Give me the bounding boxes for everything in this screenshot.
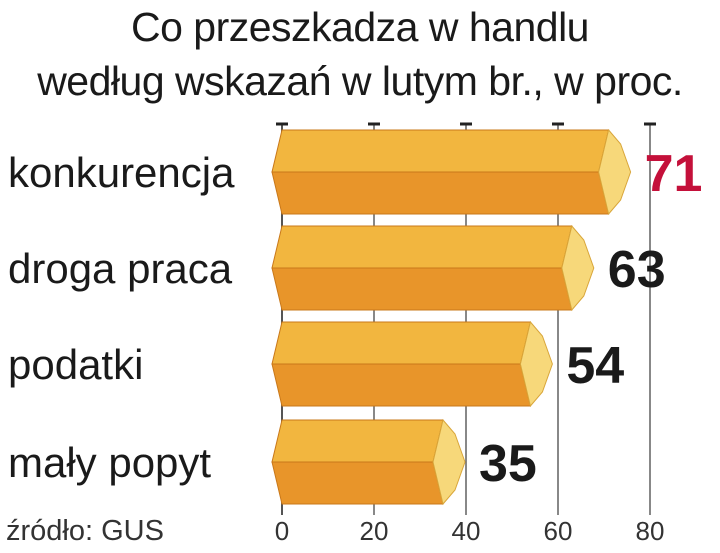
x-tick-label: 0 bbox=[275, 516, 289, 546]
bar-top-face bbox=[271, 225, 573, 269]
bar-end-cap bbox=[432, 418, 466, 506]
bar-2 bbox=[271, 224, 595, 312]
category-label: konkurencja bbox=[8, 149, 235, 196]
x-tick-label: 80 bbox=[636, 516, 665, 546]
bar-top-face bbox=[271, 321, 532, 365]
bar-3 bbox=[271, 320, 553, 408]
x-tick-label: 40 bbox=[452, 516, 481, 546]
labels: 0 20 40 60 80 konkurencja 71 droga praca 63 podat… bbox=[8, 145, 702, 546]
category-label: podatki bbox=[8, 341, 143, 388]
value-label: 54 bbox=[566, 337, 624, 395]
bar-end-cap bbox=[561, 224, 595, 312]
bar-bottom-face bbox=[271, 171, 610, 215]
chart-title-line-2: według wskazań w lutym br., w proc. bbox=[37, 58, 683, 104]
value-label: 71 bbox=[645, 145, 703, 203]
bar-bottom-face bbox=[271, 461, 444, 505]
category-label: mały popyt bbox=[8, 439, 211, 486]
x-tick-label: 20 bbox=[360, 516, 389, 546]
bar-bottom-face bbox=[271, 363, 532, 407]
bar-1 bbox=[271, 128, 632, 216]
bar-top-face bbox=[271, 129, 610, 173]
value-label: 63 bbox=[608, 241, 666, 299]
bar-end-cap bbox=[598, 128, 632, 216]
bar-bottom-face bbox=[271, 267, 573, 311]
x-tick-label: 60 bbox=[544, 516, 573, 546]
bar-end-cap bbox=[519, 320, 553, 408]
bar-top-face bbox=[271, 419, 444, 463]
source-note: źródło: GUS bbox=[6, 515, 164, 547]
value-label: 35 bbox=[479, 435, 537, 493]
bar-4 bbox=[271, 418, 466, 506]
chart-title-line-1: Co przeszkadza w handlu bbox=[131, 4, 589, 50]
bars bbox=[271, 128, 632, 506]
category-label: droga praca bbox=[8, 245, 233, 292]
